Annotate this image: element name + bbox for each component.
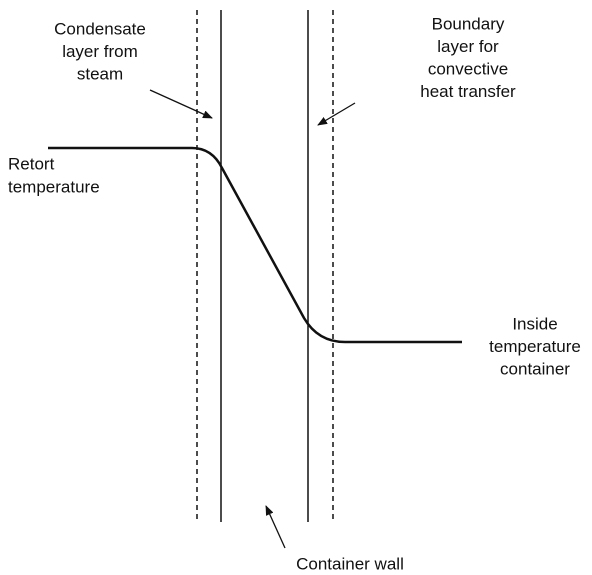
label: temperature — [8, 177, 100, 196]
label: heat transfer — [420, 82, 516, 101]
arrow — [265, 505, 286, 549]
label: container — [500, 359, 570, 378]
label: Retort — [8, 154, 55, 173]
temperature-profile — [48, 146, 462, 344]
arrow — [317, 102, 356, 126]
label: temperature — [489, 337, 581, 356]
label: Condensate — [54, 19, 146, 38]
labels: Condensate layer from steam Boundary layer f… — [8, 14, 581, 573]
label: Inside — [512, 314, 557, 333]
label: convective — [428, 59, 508, 78]
label: layer from — [62, 42, 138, 61]
label: steam — [77, 64, 123, 83]
arrow — [149, 89, 213, 119]
label: Container wall — [296, 554, 404, 573]
label: layer for — [437, 37, 499, 56]
label: Boundary — [432, 14, 505, 33]
